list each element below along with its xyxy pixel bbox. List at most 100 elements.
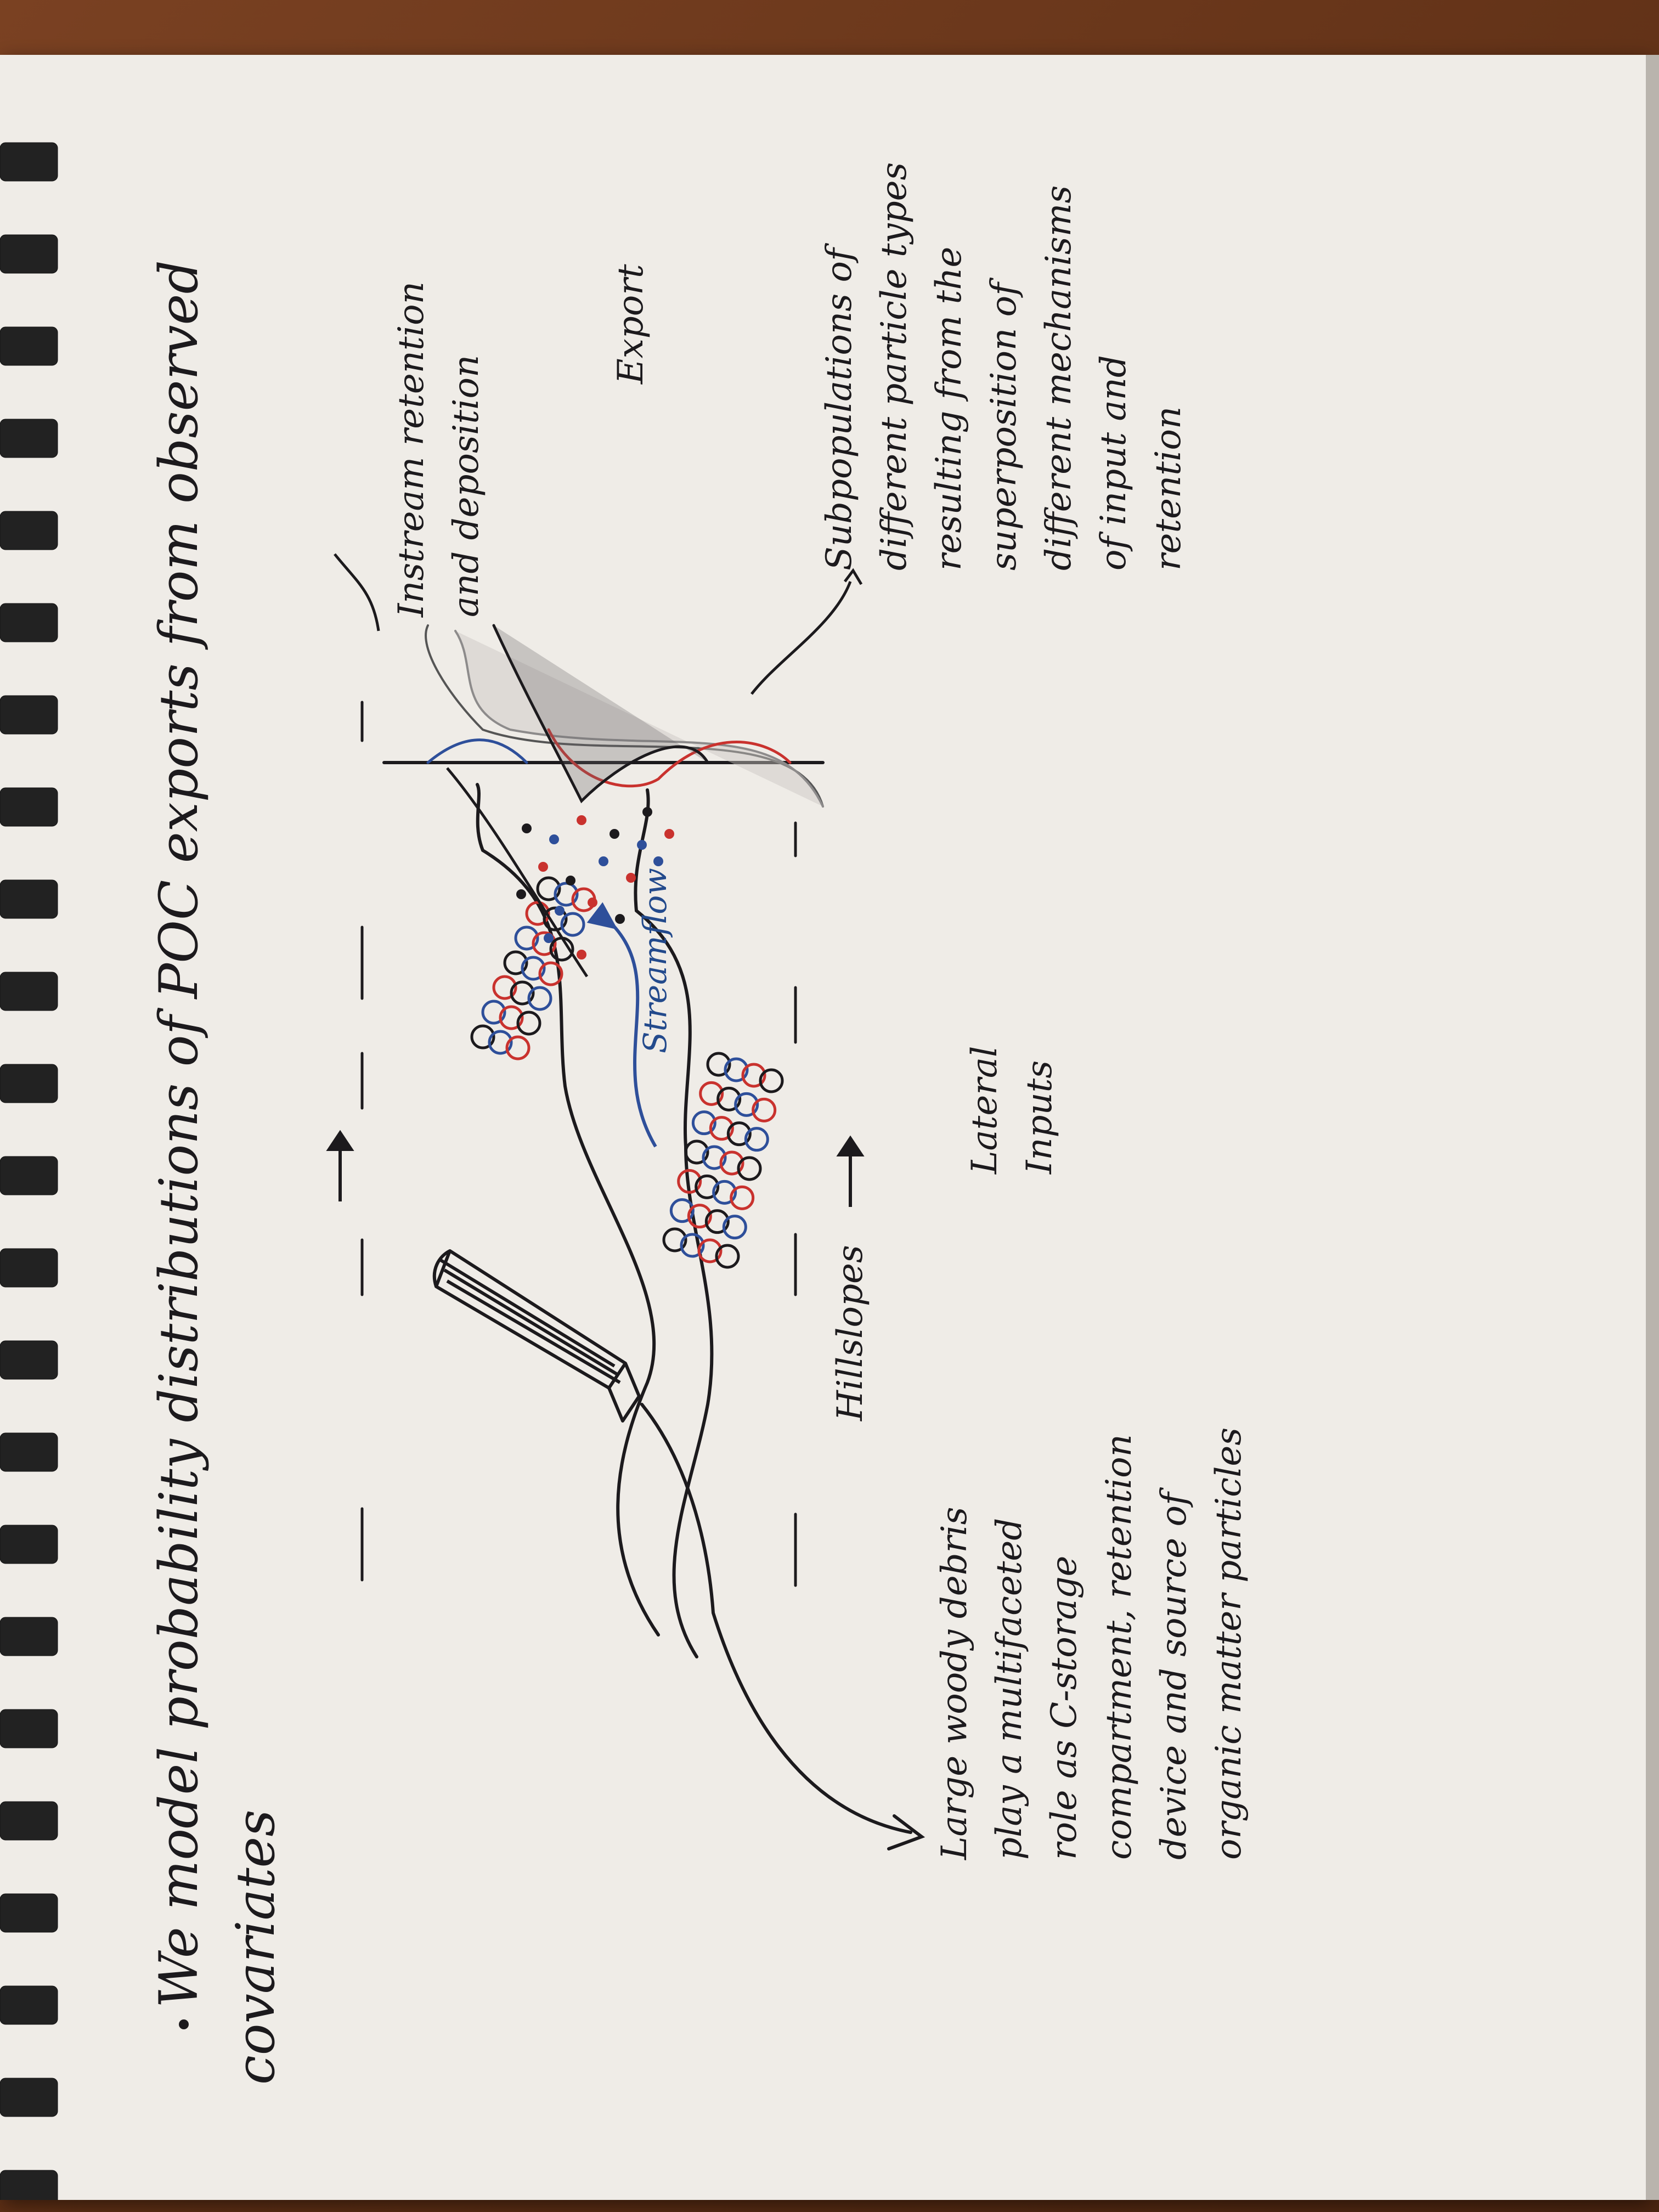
spiral-ring [0, 1617, 58, 1656]
spiral-ring [0, 972, 58, 1011]
hillslope-dashed-lines [360, 701, 797, 1587]
particle-circle [726, 1121, 752, 1147]
particle-dot [599, 856, 608, 866]
spiral-ring [0, 1801, 58, 1841]
particle-circle [525, 901, 550, 926]
particle-circle [536, 876, 561, 901]
title-line-1: We model probability distributions of PO… [148, 260, 210, 2008]
spiral-ring [0, 1340, 58, 1380]
diagram-canvas [0, 142, 926, 2200]
stream-channel [476, 783, 926, 1850]
spiral-ring [0, 603, 58, 642]
particle-circle [734, 1092, 759, 1117]
suspended-particles [516, 807, 674, 960]
spiral-binding-icon [0, 142, 58, 2200]
deposited-particles-bank-upper [470, 876, 596, 1060]
particle-circle [744, 1127, 769, 1152]
spiral-ring [0, 695, 58, 735]
particle-dot [637, 840, 647, 850]
particle-circle [543, 906, 568, 932]
particle-circle [697, 1238, 723, 1263]
particle-circle [724, 1057, 749, 1082]
callout-arrows [334, 553, 863, 978]
particle-circle [709, 1116, 734, 1141]
spiral-ring [0, 1248, 58, 1288]
particle-circle [532, 931, 557, 956]
particle-circle [730, 1185, 755, 1210]
particle-circle [510, 980, 535, 1006]
spiral-ring [0, 1064, 58, 1103]
streamflow-label: Streamflow [636, 868, 674, 1053]
particle-dot [549, 834, 559, 844]
distribution-plot [382, 624, 825, 808]
particle-circle [505, 1035, 531, 1060]
lateral-inputs-label: Lateral Inputs [964, 1046, 1060, 1174]
particle-circle [684, 1139, 709, 1165]
particle-circle [712, 1180, 737, 1205]
particle-circle [662, 1227, 687, 1252]
particle-dot [642, 807, 652, 817]
particle-dot [626, 873, 636, 883]
page-edge [1646, 55, 1659, 2200]
particle-circle [514, 926, 539, 951]
particle-dot [577, 815, 586, 825]
particle-dot [538, 862, 548, 872]
bullet-point [179, 2019, 189, 2029]
spiral-ring [0, 1893, 58, 1933]
particle-circle [691, 1110, 716, 1136]
particle-dot [588, 898, 597, 907]
streamflow-arrow-icon [586, 902, 657, 1148]
particle-dot [516, 889, 526, 899]
particle-circle [560, 912, 585, 937]
particle-circle [669, 1198, 695, 1223]
particle-circle [492, 975, 517, 1000]
particle-circle [538, 961, 563, 986]
particle-dot [577, 950, 586, 960]
spiral-ring [0, 1525, 58, 1564]
particle-circle [521, 956, 546, 981]
particle-circle [503, 950, 528, 975]
particle-dot [664, 829, 674, 839]
spiral-ring [0, 787, 58, 827]
spiral-ring [0, 511, 58, 550]
particle-dot [610, 829, 619, 839]
large-woody-debris-log-icon [432, 1249, 641, 1423]
lateral-input-arrows [326, 1130, 865, 1207]
export-label: Export [611, 264, 651, 384]
particle-circle [737, 1156, 762, 1181]
spiral-ring [0, 1709, 58, 1748]
particle-circle [716, 1086, 742, 1111]
particle-dot [615, 914, 625, 924]
spiral-ring [0, 1985, 58, 2025]
particle-circle [677, 1169, 702, 1194]
deposited-particles-bank-lower [662, 1052, 784, 1269]
particle-circle [759, 1068, 784, 1093]
particle-dot [555, 906, 565, 916]
particle-circle [695, 1174, 720, 1199]
particle-circle [499, 1005, 524, 1030]
title-line-2: covariates [225, 1809, 286, 2085]
particle-circle [470, 1024, 495, 1049]
subpopulations-label: Subpopulations of different particle typ… [819, 162, 1189, 571]
particle-circle [715, 1244, 740, 1269]
particle-circle [752, 1097, 777, 1122]
hillslopes-label: Hillslopes [830, 1245, 871, 1421]
particle-dot [544, 933, 554, 943]
particle-circle [527, 986, 552, 1011]
particle-dot [566, 876, 575, 885]
spiral-ring [0, 1432, 58, 1472]
spiral-ring [0, 1156, 58, 1195]
spiral-ring [0, 326, 58, 366]
text-layer: We model probability distributions of PO… [0, 55, 1646, 2200]
particle-dot [522, 823, 532, 833]
particle-circle [481, 1000, 506, 1025]
particle-circle [702, 1145, 727, 1170]
woody-debris-label: Large woody debris play a multifaceted r… [934, 1427, 1249, 1860]
particle-circle [516, 1011, 541, 1036]
particle-circle [488, 1030, 513, 1055]
particle-circle [722, 1215, 747, 1240]
notebook-page: We model probability distributions of PO… [0, 55, 1646, 2200]
particle-circle [719, 1150, 744, 1176]
particle-circle [706, 1052, 731, 1077]
particle-circle [687, 1204, 712, 1229]
